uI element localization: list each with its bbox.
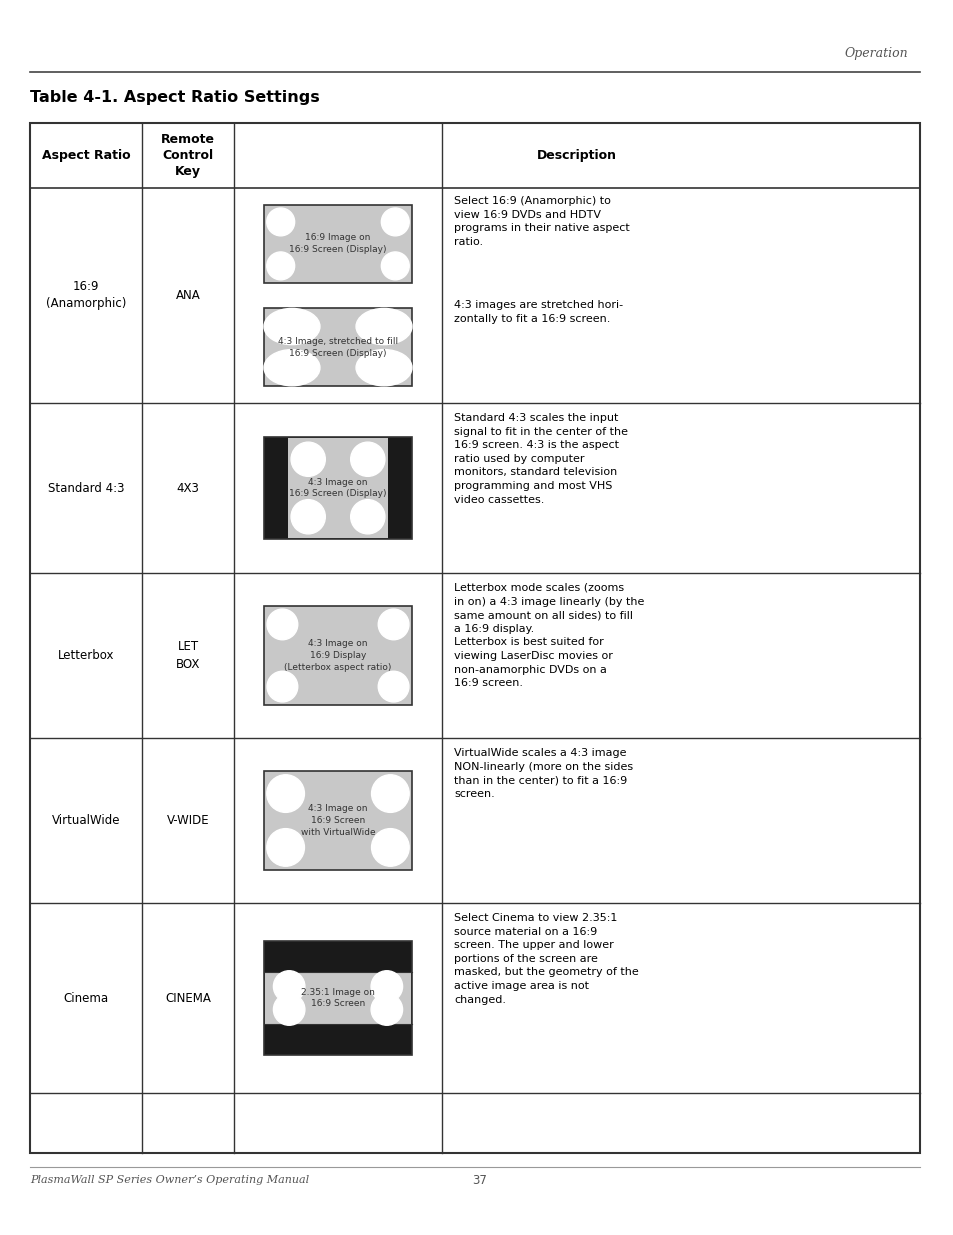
- Circle shape: [291, 442, 325, 477]
- Bar: [265, 972, 411, 1024]
- Circle shape: [274, 994, 305, 1025]
- Circle shape: [267, 252, 294, 280]
- Text: 37: 37: [472, 1173, 487, 1187]
- Circle shape: [267, 207, 294, 236]
- Text: Standard 4:3: Standard 4:3: [48, 482, 124, 494]
- Text: 4:3 Image on
16:9 Screen
with VirtualWide: 4:3 Image on 16:9 Screen with VirtualWid…: [300, 804, 375, 837]
- Text: V-WIDE: V-WIDE: [167, 814, 209, 827]
- Circle shape: [351, 442, 384, 477]
- Bar: [264, 941, 412, 1055]
- Text: Letterbox: Letterbox: [58, 650, 114, 662]
- Bar: [264, 205, 412, 283]
- Circle shape: [371, 971, 402, 1002]
- Bar: [264, 437, 412, 538]
- Text: 16:9
(Anamorphic): 16:9 (Anamorphic): [46, 280, 126, 310]
- Text: VirtualWide scales a 4:3 image
NON-linearly (more on the sides
than in the cente: VirtualWide scales a 4:3 image NON-linea…: [454, 748, 633, 799]
- Text: Table 4-1. Aspect Ratio Settings: Table 4-1. Aspect Ratio Settings: [30, 90, 319, 105]
- Bar: [264, 606, 412, 705]
- Circle shape: [351, 500, 384, 534]
- Bar: [264, 309, 412, 385]
- Text: Select Cinema to view 2.35:1
source material on a 16:9
screen. The upper and low: Select Cinema to view 2.35:1 source mate…: [454, 913, 639, 1004]
- Text: Description: Description: [537, 149, 617, 162]
- Text: Select 16:9 (Anamorphic) to
view 16:9 DVDs and HDTV
programs in their native asp: Select 16:9 (Anamorphic) to view 16:9 DV…: [454, 196, 629, 247]
- Text: VirtualWide: VirtualWide: [51, 814, 120, 827]
- Text: 4:3 Image, stretched to fill
16:9 Screen (Display): 4:3 Image, stretched to fill 16:9 Screen…: [277, 337, 397, 357]
- Circle shape: [371, 994, 402, 1025]
- Ellipse shape: [355, 350, 412, 385]
- Ellipse shape: [355, 309, 412, 345]
- Text: 16:9 Image on
16:9 Screen (Display): 16:9 Image on 16:9 Screen (Display): [289, 233, 386, 254]
- Circle shape: [377, 672, 409, 701]
- Text: ANA: ANA: [175, 289, 200, 303]
- Text: PlasmaWall SP Series Owner’s Operating Manual: PlasmaWall SP Series Owner’s Operating M…: [30, 1174, 309, 1186]
- Text: Standard 4:3 scales the input
signal to fit in the center of the
16:9 screen. 4:: Standard 4:3 scales the input signal to …: [454, 412, 627, 505]
- Circle shape: [267, 774, 304, 813]
- Text: LET
BOX: LET BOX: [175, 641, 200, 671]
- Text: CINEMA: CINEMA: [165, 992, 211, 1004]
- Text: 4:3 Image on
16:9 Screen (Display): 4:3 Image on 16:9 Screen (Display): [289, 478, 386, 499]
- Circle shape: [267, 829, 304, 866]
- Text: 4X3: 4X3: [176, 482, 199, 494]
- Ellipse shape: [264, 309, 319, 345]
- Circle shape: [267, 672, 297, 701]
- Text: Remote
Control
Key: Remote Control Key: [161, 133, 214, 178]
- Text: Letterbox mode scales (zooms
in on) a 4:3 image linearly (by the
same amount on : Letterbox mode scales (zooms in on) a 4:…: [454, 583, 643, 688]
- Circle shape: [371, 829, 409, 866]
- Text: Cinema: Cinema: [63, 992, 109, 1004]
- Circle shape: [267, 609, 297, 640]
- Circle shape: [291, 500, 325, 534]
- Circle shape: [377, 609, 409, 640]
- Circle shape: [381, 252, 409, 280]
- Bar: [30, 124, 919, 1153]
- Text: 2.35:1 Image on
16:9 Screen: 2.35:1 Image on 16:9 Screen: [301, 988, 375, 1009]
- Text: 4:3 Image on
16:9 Display
(Letterbox aspect ratio): 4:3 Image on 16:9 Display (Letterbox asp…: [284, 640, 392, 672]
- Bar: [288, 438, 388, 538]
- Circle shape: [274, 971, 305, 1002]
- Text: Operation: Operation: [843, 47, 907, 61]
- Ellipse shape: [264, 350, 319, 385]
- Circle shape: [381, 207, 409, 236]
- Text: Aspect Ratio: Aspect Ratio: [42, 149, 131, 162]
- Bar: [264, 771, 412, 869]
- Circle shape: [371, 774, 409, 813]
- Text: 4:3 images are stretched hori-
zontally to fit a 16:9 screen.: 4:3 images are stretched hori- zontally …: [454, 300, 622, 324]
